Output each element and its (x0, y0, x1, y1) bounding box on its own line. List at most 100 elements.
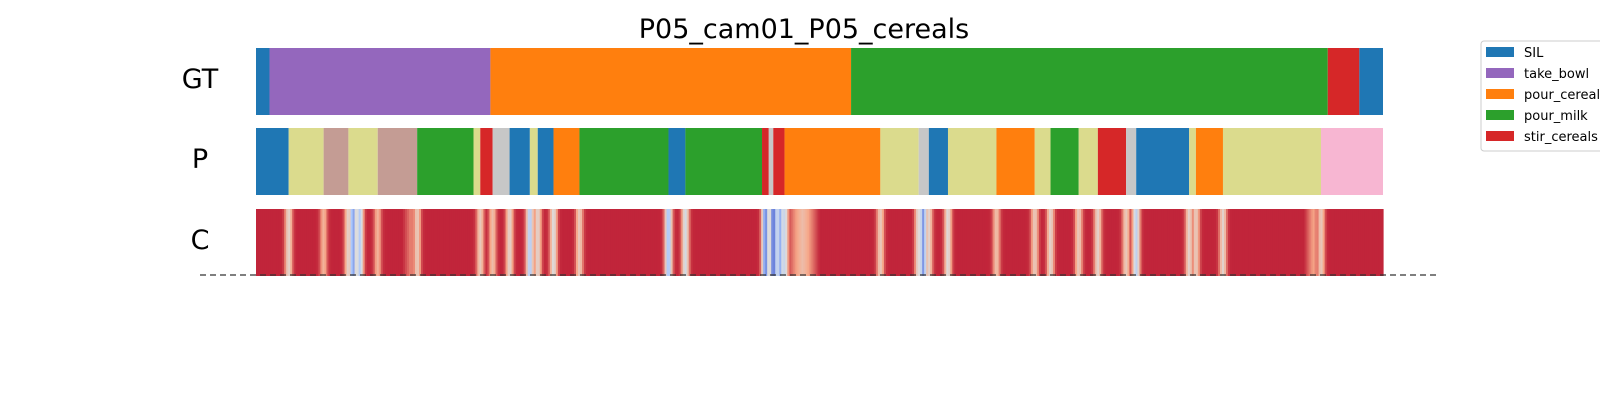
segment-p-3 (348, 128, 378, 195)
segment-p-31 (1189, 128, 1196, 195)
confidence-cell-44 (344, 209, 348, 276)
confidence-cell-364 (988, 209, 992, 276)
confidence-cell-48 (352, 209, 356, 276)
confidence-cell-435 (1131, 209, 1135, 276)
confidence-cell-350 (960, 209, 963, 276)
confidence-cell-426 (1113, 209, 1116, 276)
confidence-cell-110 (477, 209, 480, 276)
confidence-cell-355 (970, 209, 974, 276)
confidence-cell-63 (382, 209, 386, 276)
confidence-cell-162 (582, 209, 585, 276)
confidence-cell-21 (298, 209, 301, 276)
confidence-cell-116 (489, 209, 493, 276)
confidence-cell-406 (1073, 209, 1076, 276)
confidence-cell-30 (316, 209, 319, 276)
confidence-cell-405 (1071, 209, 1074, 276)
confidence-cell-526 (1314, 209, 1318, 276)
confidence-cell-376 (1012, 209, 1016, 276)
confidence-cell-429 (1119, 209, 1122, 276)
confidence-cell-517 (1296, 209, 1300, 276)
confidence-cell-18 (292, 209, 295, 276)
confidence-cell-31 (318, 209, 321, 276)
confidence-cell-137 (531, 209, 535, 276)
confidence-cell-393 (1046, 209, 1050, 276)
confidence-cell-278 (815, 209, 819, 276)
confidence-cell-133 (523, 209, 527, 276)
confidence-cell-530 (1322, 209, 1326, 276)
confidence-cell-422 (1105, 209, 1108, 276)
confidence-cell-314 (887, 209, 891, 276)
confidence-cell-497 (1256, 209, 1259, 276)
confidence-cell-467 (1195, 209, 1199, 276)
confidence-cell-451 (1163, 209, 1167, 276)
confidence-cell-496 (1254, 209, 1257, 276)
confidence-cell-251 (761, 209, 764, 276)
segment-p-19 (784, 128, 881, 195)
confidence-cell-23 (302, 209, 305, 276)
confidence-cell-417 (1095, 209, 1098, 276)
confidence-cell-254 (767, 209, 770, 276)
confidence-cell-84 (425, 209, 428, 276)
confidence-cell-521 (1304, 209, 1308, 276)
confidence-cell-420 (1101, 209, 1104, 276)
confidence-cell-359 (978, 209, 982, 276)
segment-p-1 (288, 128, 324, 195)
confidence-cell-179 (616, 209, 619, 276)
confidence-cell-74 (404, 209, 408, 276)
confidence-cell-333 (926, 209, 929, 276)
confidence-cell-559 (1380, 209, 1384, 276)
confidence-cell-159 (575, 209, 579, 276)
confidence-cell-525 (1312, 209, 1316, 276)
confidence-cell-117 (491, 209, 495, 276)
confidence-cell-433 (1127, 209, 1131, 276)
confidence-cell-291 (841, 209, 845, 276)
confidence-cell-41 (338, 209, 342, 276)
confidence-cell-139 (535, 209, 539, 276)
confidence-cell-200 (658, 209, 662, 276)
confidence-cell-502 (1266, 209, 1269, 276)
confidence-cell-35 (326, 209, 330, 276)
confidence-cell-219 (696, 209, 700, 276)
confidence-cell-484 (1230, 209, 1233, 276)
confidence-cell-377 (1014, 209, 1018, 276)
confidence-cell-212 (682, 209, 686, 276)
confidence-cell-82 (421, 209, 424, 276)
confidence-cell-189 (636, 209, 639, 276)
confidence-cell-346 (952, 209, 955, 276)
segment-gt-4 (1327, 48, 1360, 115)
confidence-cell-495 (1252, 209, 1255, 276)
confidence-cell-349 (958, 209, 961, 276)
confidence-cell-123 (503, 209, 507, 276)
confidence-cell-266 (791, 209, 794, 276)
segment-p-10 (529, 128, 538, 195)
confidence-cell-66 (388, 209, 392, 276)
confidence-cell-172 (602, 209, 605, 276)
confidence-cell-8 (272, 209, 275, 276)
confidence-cell-306 (871, 209, 875, 276)
confidence-cell-449 (1159, 209, 1163, 276)
confidence-cell-552 (1366, 209, 1370, 276)
confidence-cell-453 (1167, 209, 1171, 276)
confidence-cell-142 (541, 209, 545, 276)
confidence-cell-2 (260, 209, 263, 276)
legend-swatch-SIL (1486, 47, 1514, 57)
confidence-cell-180 (618, 209, 621, 276)
confidence-cell-468 (1197, 209, 1201, 276)
confidence-cell-67 (390, 209, 394, 276)
confidence-cell-181 (620, 209, 623, 276)
confidence-cell-215 (688, 209, 692, 276)
confidence-cell-216 (690, 209, 694, 276)
confidence-cell-363 (986, 209, 990, 276)
confidence-cell-381 (1022, 209, 1026, 276)
segment-p-16 (762, 128, 769, 195)
confidence-cell-111 (479, 209, 482, 276)
confidence-cell-277 (813, 209, 817, 276)
confidence-cell-459 (1179, 209, 1183, 276)
confidence-cell-77 (410, 209, 414, 276)
legend-swatch-stir-cereals (1486, 131, 1514, 141)
confidence-cell-171 (600, 209, 603, 276)
confidence-cell-205 (668, 209, 672, 276)
segment-p-20 (880, 128, 919, 195)
confidence-cell-152 (561, 209, 565, 276)
confidence-cell-121 (499, 209, 503, 276)
